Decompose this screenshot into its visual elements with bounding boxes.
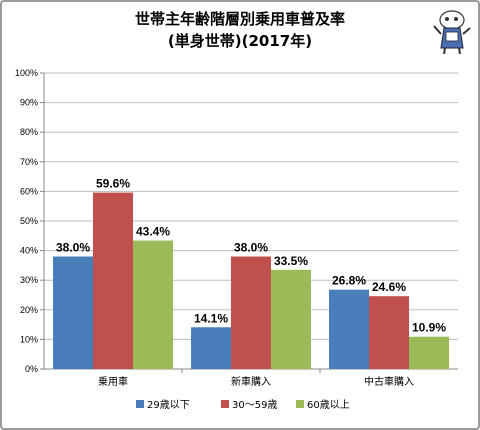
legend-swatch — [296, 400, 304, 408]
legend-swatch — [136, 400, 144, 408]
mascot-character-icon — [433, 10, 471, 55]
legend: 29歳以下 30～59歳 60歳以上 — [136, 399, 350, 411]
y-tick-label: 0% — [25, 364, 38, 374]
chart-title: 世帯主年齢階層別乗用車普及率 (単身世帯)(2017年) — [0, 8, 480, 52]
y-tick-label: 80% — [20, 127, 38, 137]
legend-label: 60歳以上 — [307, 399, 350, 411]
legend-swatch — [221, 400, 229, 408]
data-label: 59.6% — [96, 177, 130, 191]
data-label: 38.0% — [56, 241, 90, 255]
data-label: 10.9% — [412, 321, 446, 335]
data-label: 14.1% — [194, 311, 228, 325]
y-tick-label: 20% — [20, 305, 38, 315]
legend-label: 30～59歳 — [232, 399, 277, 411]
bar — [133, 240, 173, 369]
y-tick-label: 70% — [20, 157, 38, 167]
y-tick-label: 100% — [15, 68, 38, 78]
data-labels: 38.0% 59.6% 43.4% 14.1% 38.0% 33.5% 26.8% 24.6%… — [56, 177, 446, 335]
data-label: 38.0% — [234, 241, 268, 255]
x-category-label: 中古車購入 — [364, 375, 414, 388]
data-label: 33.5% — [274, 254, 308, 268]
x-category-label: 乗用車 — [98, 375, 128, 388]
x-category-label: 新車購入 — [231, 375, 271, 388]
bar — [409, 336, 449, 369]
y-tick-label: 10% — [20, 334, 38, 344]
y-tick-label: 90% — [20, 98, 38, 108]
data-label: 43.4% — [136, 225, 170, 239]
bar — [271, 269, 311, 369]
data-label: 26.8% — [332, 274, 366, 288]
y-tick-label: 30% — [20, 275, 38, 285]
bar — [369, 296, 409, 369]
y-tick-label: 50% — [20, 216, 38, 226]
y-tick-label: 40% — [20, 246, 38, 256]
chart-title-line1: 世帯主年齢階層別乗用車普及率 — [134, 10, 345, 28]
bars — [53, 192, 449, 369]
bar — [329, 289, 369, 369]
legend-label: 29歳以下 — [147, 399, 190, 411]
y-tick-label: 60% — [20, 186, 38, 196]
data-label: 24.6% — [372, 280, 406, 294]
chart-title-line2: (単身世帯)(2017年) — [167, 32, 313, 50]
bar — [93, 192, 133, 369]
bar — [231, 256, 271, 369]
bar — [191, 327, 231, 369]
bar — [53, 256, 93, 369]
